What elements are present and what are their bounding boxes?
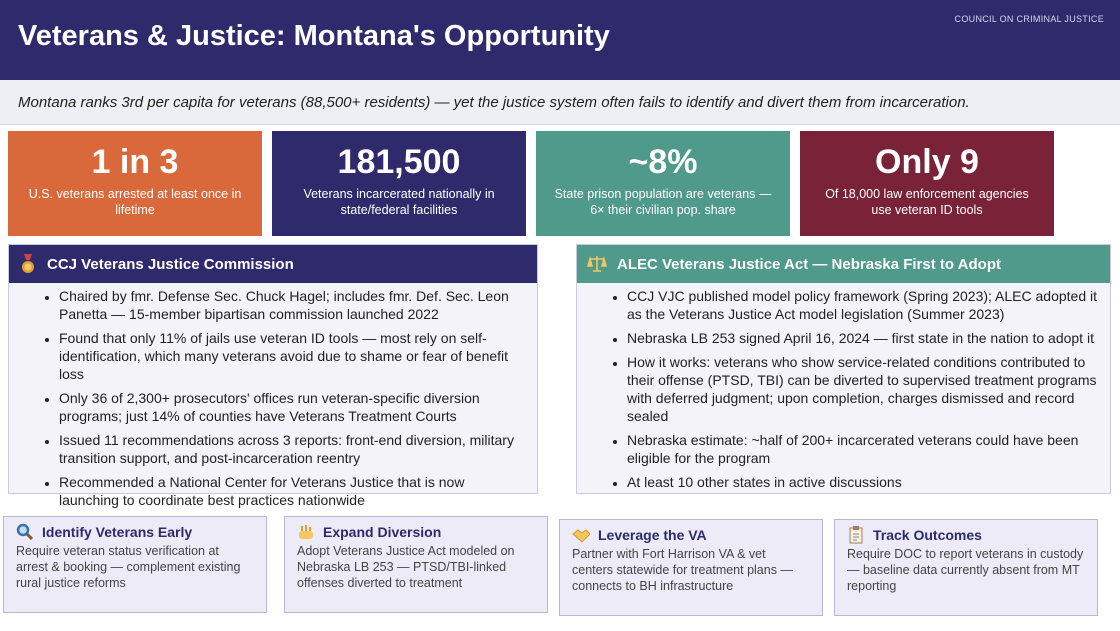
card-header: Leverage the VA	[572, 526, 810, 544]
bullet-item: Nebraska LB 253 signed April 16, 2024 — …	[627, 329, 1100, 347]
stat-label: Veterans incarcerated nationally in stat…	[303, 187, 495, 217]
stat-value: 1 in 3	[91, 143, 179, 181]
subtitle: Montana ranks 3rd per capita for veteran…	[18, 94, 970, 111]
header	[0, 0, 1120, 80]
bullet-item: Issued 11 recommendations across 3 repor…	[59, 431, 527, 467]
card-header: Identify Veterans Early	[16, 523, 254, 541]
panel: ALEC Veterans Justice Act — Nebraska Fir…	[576, 244, 1111, 494]
bullet-item: CCJ VJC published model policy framework…	[627, 287, 1100, 323]
icon	[22, 254, 34, 273]
card-title: Leverage the VA	[598, 527, 707, 543]
stat-card: 1 in 3 U.S. veterans arrested at least on…	[8, 131, 262, 236]
icon	[572, 529, 590, 543]
action-card: Track Outcomes Require DOC to report vete…	[834, 519, 1098, 616]
panel-title: CCJ Veterans Justice Commission	[47, 255, 294, 273]
bullet-list: CCJ VJC published model policy framework…	[577, 287, 1110, 491]
bullet-item: How it works: veterans who show service-…	[627, 353, 1100, 425]
bullet-item: Chaired by fmr. Defense Sec. Chuck Hagel…	[59, 287, 527, 323]
title: Veterans & Justice: Montana's Opportunit…	[18, 20, 610, 52]
bullet-list: Chaired by fmr. Defense Sec. Chuck Hagel…	[9, 287, 537, 509]
action-card: Expand Diversion Adopt Veterans Justice A…	[284, 516, 548, 613]
bullet-item: Recommended a National Center for Vetera…	[59, 473, 527, 509]
card-title: Expand Diversion	[323, 524, 442, 540]
stat-label: State prison population are veterans — 6…	[554, 187, 772, 217]
subtitle-band	[0, 80, 1120, 125]
stat-card: 181,500 Veterans incarcerated nationally …	[272, 131, 526, 236]
card-title: Identify Veterans Early	[42, 524, 193, 540]
bullet-item: At least 10 other states in active discu…	[627, 473, 1100, 491]
card-header: Track Outcomes	[847, 526, 1085, 544]
bullet-item: Only 36 of 2,300+ prosecutors' offices r…	[59, 389, 527, 425]
action-card: Identify Veterans Early Require veteran s…	[3, 516, 267, 613]
card-text: Require veteran status verification at a…	[16, 544, 241, 590]
stat-value: 181,500	[337, 143, 461, 181]
panel: CCJ Veterans Justice Commission Chaired …	[8, 244, 538, 508]
stat-value: Only 9	[875, 143, 979, 181]
stat-card: Only 9 Of 18,000 law enforcement agencies…	[800, 131, 1054, 236]
panel-header: ALEC Veterans Justice Act — Nebraska Fir…	[577, 245, 1110, 283]
card-header: Expand Diversion	[297, 523, 535, 541]
icon	[16, 523, 34, 541]
card-text: Partner with Fort Harrison VA & vet cent…	[572, 547, 793, 593]
card-title: Track Outcomes	[873, 527, 982, 543]
bullet-item: Nebraska estimate: ~half of 200+ incarce…	[627, 431, 1100, 467]
card-text: Adopt Veterans Justice Act modeled on Ne…	[297, 544, 515, 590]
stat-value: ~8%	[628, 143, 698, 181]
panel-header: CCJ Veterans Justice Commission	[9, 245, 537, 283]
stat-label: Of 18,000 law enforcement agencies use v…	[825, 187, 1029, 217]
action-card: Leverage the VA Partner with Fort Harriso…	[559, 519, 823, 616]
icon	[587, 256, 607, 272]
stat-label: U.S. veterans arrested at least once in …	[28, 187, 242, 217]
org: COUNCIL ON CRIMINAL JUSTICE	[954, 14, 1104, 24]
icon	[299, 525, 313, 539]
bullet-item: Found that only 11% of jails use veteran…	[59, 329, 527, 383]
stat-card: ~8% State prison population are veterans …	[536, 131, 790, 236]
card-text: Require DOC to report veterans in custod…	[847, 547, 1084, 593]
icon	[849, 526, 863, 544]
panel-title: ALEC Veterans Justice Act — Nebraska Fir…	[617, 255, 1001, 273]
